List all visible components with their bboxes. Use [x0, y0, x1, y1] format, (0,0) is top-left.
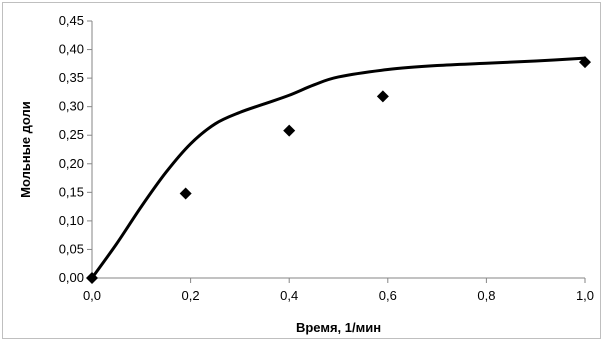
y-tick-label: 0,05: [59, 241, 84, 256]
chart-frame: [2, 2, 601, 339]
y-tick-label: 0,40: [59, 42, 84, 57]
x-tick-label: 1,0: [576, 288, 594, 303]
x-tick-label: 0,0: [83, 288, 101, 303]
plot-area: [86, 56, 591, 284]
x-tick-label: 0,8: [477, 288, 495, 303]
data-point-diamond: [86, 272, 98, 284]
data-point-diamond: [376, 90, 389, 103]
y-tick-label: 0,35: [59, 70, 84, 85]
x-tick-label: 0,6: [379, 288, 397, 303]
y-axis-title: Мольные доли: [18, 101, 33, 198]
y-tick-label: 0,25: [59, 127, 84, 142]
y-tick-label: 0,00: [59, 270, 84, 285]
data-point-diamond: [579, 56, 591, 69]
y-tick-label: 0,15: [59, 184, 84, 199]
data-point-diamond: [283, 124, 296, 137]
y-tick-label: 0,30: [59, 99, 84, 114]
y-tick-label: 0,20: [59, 156, 84, 171]
x-tick-label: 0,4: [280, 288, 298, 303]
series-line: [90, 56, 586, 279]
y-tick-label: 0,10: [59, 213, 84, 228]
tick-labels: 0,00 0,05 0,10 0,15 0,20 0,25 0,30 0,35 0,40 0,45…: [59, 13, 594, 303]
axes: [87, 20, 586, 283]
x-tick-label: 0,2: [182, 288, 200, 303]
x-axis-title: Время, 1/мин: [296, 320, 381, 335]
data-point-diamond: [179, 187, 192, 200]
y-tick-label: 0,45: [59, 13, 84, 28]
